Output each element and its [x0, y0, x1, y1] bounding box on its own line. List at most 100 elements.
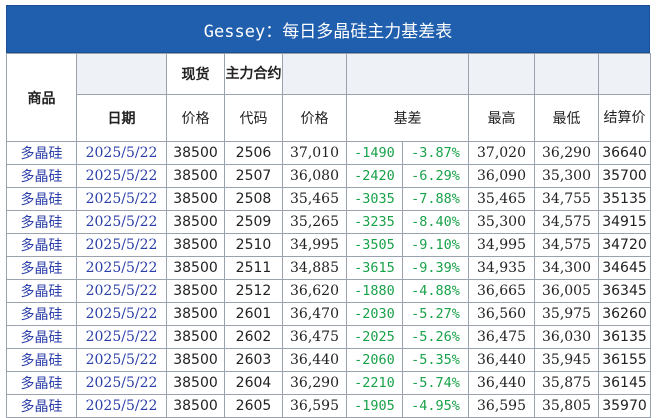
cell-high: 37,020: [468, 141, 535, 165]
header-high: 最高: [468, 94, 535, 142]
header-spot-price: 价格: [166, 94, 225, 142]
cell-low: 34,575: [534, 233, 599, 257]
cell-price: 36,080: [282, 164, 347, 188]
cell-date: 2025/5/22: [76, 279, 167, 303]
table-row: 多晶硅 2025/5/22 38500 2605 36,595 -1905 -4.95% 36…: [6, 394, 651, 418]
cell-code: 2604: [224, 371, 283, 395]
cell-date: 2025/5/22: [76, 141, 167, 165]
cell-product: 多晶硅: [6, 302, 77, 326]
cell-spot: 38500: [166, 279, 225, 303]
cell-low: 36,290: [534, 141, 599, 165]
cell-code: 2506: [224, 141, 283, 165]
cell-product: 多晶硅: [6, 210, 77, 234]
cell-code: 2512: [224, 279, 283, 303]
cell-code: 2603: [224, 348, 283, 372]
cell-settle: 35970: [598, 394, 651, 418]
header-contract-code: 代码: [224, 94, 283, 142]
cell-price: 35,265: [282, 210, 347, 234]
cell-basis: -3505: [346, 233, 403, 257]
cell-date: 2025/5/22: [76, 210, 167, 234]
cell-date: 2025/5/22: [76, 233, 167, 257]
cell-code: 2507: [224, 164, 283, 188]
table-body: 多晶硅 2025/5/22 38500 2506 37,010 -1490 -3.87% 37…: [6, 141, 651, 418]
header-blank-4: [468, 53, 535, 95]
cell-high: 36,595: [468, 394, 535, 418]
cell-low: 34,755: [534, 187, 599, 211]
cell-code: 2508: [224, 187, 283, 211]
cell-product: 多晶硅: [6, 141, 77, 165]
cell-low: 35,975: [534, 302, 599, 326]
cell-date: 2025/5/22: [76, 371, 167, 395]
header-settle: 结算价: [598, 94, 651, 142]
table-row: 多晶硅 2025/5/22 38500 2508 35,465 -3035 -7.88% 35…: [6, 187, 651, 211]
cell-product: 多晶硅: [6, 164, 77, 188]
cell-price: 36,470: [282, 302, 347, 326]
cell-code: 2602: [224, 325, 283, 349]
cell-settle: 34915: [598, 210, 651, 234]
cell-low: 35,300: [534, 164, 599, 188]
cell-high: 35,465: [468, 187, 535, 211]
cell-date: 2025/5/22: [76, 187, 167, 211]
header-blank-6: [598, 53, 651, 95]
table-row: 多晶硅 2025/5/22 38500 2601 36,470 -2030 -5.27% 36…: [6, 302, 651, 326]
cell-code: 2511: [224, 256, 283, 280]
cell-settle: 35700: [598, 164, 651, 188]
cell-price: 34,995: [282, 233, 347, 257]
cell-price: 35,465: [282, 187, 347, 211]
cell-basis-pct: -7.88%: [402, 187, 469, 211]
cell-price: 36,475: [282, 325, 347, 349]
cell-basis: -2030: [346, 302, 403, 326]
cell-date: 2025/5/22: [76, 256, 167, 280]
header-basis: 基差: [346, 94, 469, 142]
cell-basis: -3615: [346, 256, 403, 280]
cell-basis: -3035: [346, 187, 403, 211]
cell-settle: 35135: [598, 187, 651, 211]
cell-spot: 38500: [166, 371, 225, 395]
cell-basis-pct: -5.35%: [402, 348, 469, 372]
cell-code: 2509: [224, 210, 283, 234]
cell-settle: 36145: [598, 371, 651, 395]
cell-spot: 38500: [166, 302, 225, 326]
cell-product: 多晶硅: [6, 279, 77, 303]
cell-settle: 34645: [598, 256, 651, 280]
cell-high: 36,090: [468, 164, 535, 188]
cell-product: 多晶硅: [6, 187, 77, 211]
cell-settle: 34720: [598, 233, 651, 257]
cell-product: 多晶硅: [6, 233, 77, 257]
cell-product: 多晶硅: [6, 325, 77, 349]
header-low: 最低: [534, 94, 599, 142]
cell-spot: 38500: [166, 164, 225, 188]
table-row: 多晶硅 2025/5/22 38500 2511 34,885 -3615 -9.39% 34…: [6, 256, 651, 280]
cell-high: 36,475: [468, 325, 535, 349]
cell-low: 36,005: [534, 279, 599, 303]
cell-basis-pct: -3.87%: [402, 141, 469, 165]
cell-basis-pct: -5.27%: [402, 302, 469, 326]
basis-table-container: Gessey：每日多晶硅主力基差表 商品 现货 主力合约 日期: [6, 5, 651, 418]
header-blank-1: [76, 53, 167, 95]
cell-basis: -2060: [346, 348, 403, 372]
header-blank-3: [346, 53, 469, 95]
cell-code: 2601: [224, 302, 283, 326]
cell-date: 2025/5/22: [76, 394, 167, 418]
cell-settle: 36155: [598, 348, 651, 372]
table-row: 多晶硅 2025/5/22 38500 2507 36,080 -2420 -6.29% 36…: [6, 164, 651, 188]
header-product: 商品: [6, 53, 77, 142]
cell-price: 36,620: [282, 279, 347, 303]
table-row: 多晶硅 2025/5/22 38500 2512 36,620 -1880 -4.88% 36…: [6, 279, 651, 303]
cell-low: 34,575: [534, 210, 599, 234]
cell-basis-pct: -4.95%: [402, 394, 469, 418]
cell-spot: 38500: [166, 394, 225, 418]
cell-spot: 38500: [166, 233, 225, 257]
cell-basis: -3235: [346, 210, 403, 234]
header-price: 价格: [282, 94, 347, 142]
cell-low: 34,300: [534, 256, 599, 280]
basis-table: 商品 现货 主力合约 日期 价格 代码 价格 基差 最高 最低 结算价 多晶硅 2…: [6, 53, 651, 418]
cell-spot: 38500: [166, 256, 225, 280]
cell-low: 36,030: [534, 325, 599, 349]
cell-basis-pct: -8.40%: [402, 210, 469, 234]
cell-date: 2025/5/22: [76, 164, 167, 188]
cell-basis-pct: -4.88%: [402, 279, 469, 303]
header-blank-5: [534, 53, 599, 95]
cell-high: 34,995: [468, 233, 535, 257]
header-row-2: 日期 价格 代码 价格 基差 最高 最低 结算价: [7, 94, 651, 142]
